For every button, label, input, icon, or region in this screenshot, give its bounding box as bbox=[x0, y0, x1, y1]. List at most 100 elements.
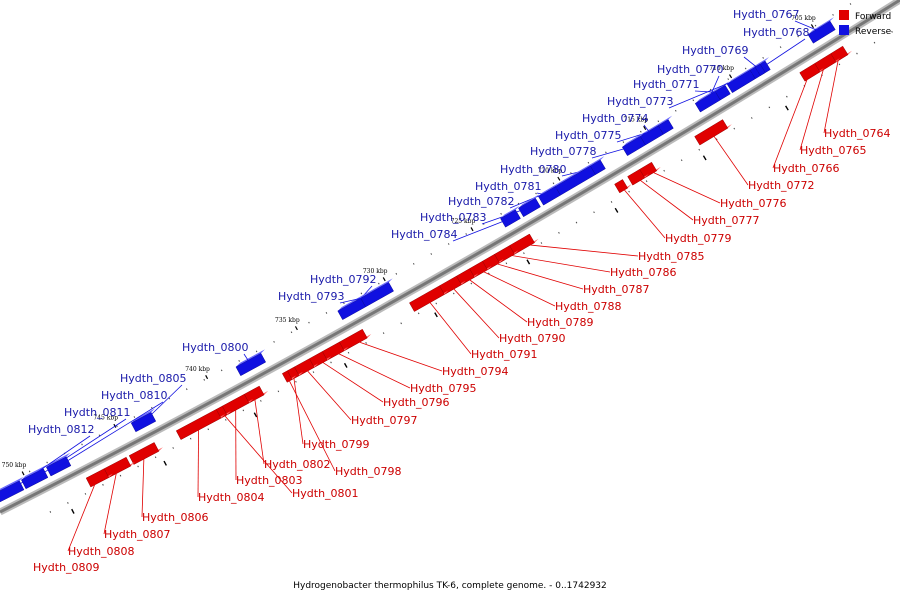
minor-tick bbox=[67, 502, 69, 504]
minor-tick bbox=[260, 399, 262, 402]
tick-mark bbox=[785, 105, 789, 111]
forward-gene-label[interactable]: Hydth_0779 bbox=[665, 232, 732, 245]
minor-tick bbox=[238, 360, 240, 362]
reverse-gene-label[interactable]: Hydth_0774 bbox=[582, 112, 649, 125]
label-leader bbox=[799, 62, 826, 151]
tick-mark bbox=[382, 277, 386, 282]
minor-tick bbox=[587, 161, 590, 164]
forward-gene-label[interactable]: Hydth_0766 bbox=[773, 162, 840, 175]
label-leader bbox=[794, 20, 822, 33]
reverse-gene-hydth_0784 bbox=[500, 209, 521, 228]
tick-label: 710 kbp bbox=[709, 65, 734, 72]
minor-tick bbox=[365, 342, 367, 344]
forward-gene-label[interactable]: Hydth_0790 bbox=[499, 332, 566, 345]
minor-tick bbox=[343, 302, 345, 305]
reverse-gene-label[interactable]: Hydth_0771 bbox=[633, 78, 700, 91]
reverse-gene-label[interactable]: Hydth_0773 bbox=[607, 95, 674, 108]
reverse-gene-label[interactable]: Hydth_0767 bbox=[733, 8, 800, 21]
label-leader bbox=[286, 376, 336, 472]
forward-gene-label[interactable]: Hydth_0795 bbox=[410, 382, 477, 395]
reverse-gene-label[interactable]: Hydth_0810 bbox=[101, 389, 168, 402]
forward-gene-label[interactable]: Hydth_0808 bbox=[68, 545, 135, 558]
forward-gene-label[interactable]: Hydth_0786 bbox=[610, 266, 677, 279]
minor-tick bbox=[610, 201, 613, 203]
minor-tick bbox=[430, 253, 433, 255]
label-leader bbox=[591, 145, 634, 159]
minor-tick bbox=[168, 397, 171, 400]
minor-tick bbox=[151, 406, 153, 409]
minor-tick bbox=[891, 30, 893, 33]
minor-tick bbox=[116, 425, 118, 428]
reverse-gene-hydth_0800-top bbox=[235, 349, 265, 367]
reverse-gene-label[interactable]: Hydth_0784 bbox=[391, 228, 458, 241]
reverse-gene-label[interactable]: Hydth_0812 bbox=[28, 423, 95, 436]
forward-gene-label[interactable]: Hydth_0787 bbox=[583, 283, 650, 296]
forward-gene-label[interactable]: Hydth_0788 bbox=[555, 300, 622, 313]
label-leader bbox=[318, 359, 384, 403]
label-leader bbox=[521, 243, 639, 257]
forward-gene-label[interactable]: Hydth_0772 bbox=[748, 179, 815, 192]
label-leader bbox=[707, 75, 720, 102]
forward-gene-label[interactable]: Hydth_0796 bbox=[383, 396, 450, 409]
forward-gene-label[interactable]: Hydth_0765 bbox=[800, 144, 867, 157]
minor-tick bbox=[290, 331, 293, 334]
minor-tick bbox=[277, 390, 280, 393]
reverse-gene-hydth_0805-top bbox=[131, 408, 156, 423]
reverse-gene-label[interactable]: Hydth_0775 bbox=[555, 129, 622, 142]
backbone-shadow bbox=[0, 0, 900, 516]
reverse-gene-label[interactable]: Hydth_0781 bbox=[475, 180, 542, 193]
forward-gene-label[interactable]: Hydth_0809 bbox=[33, 561, 100, 574]
tick-mark bbox=[614, 207, 619, 213]
reverse-gene-label[interactable]: Hydth_0782 bbox=[448, 195, 515, 208]
reverse-gene-label[interactable]: Hydth_0805 bbox=[120, 372, 187, 385]
tick-mark bbox=[557, 176, 561, 181]
minor-tick bbox=[523, 252, 525, 255]
forward-gene-label[interactable]: Hydth_0764 bbox=[824, 127, 891, 140]
reverse-gene-hydth_0781-top bbox=[538, 182, 560, 197]
forward-gene-label[interactable]: Hydth_0804 bbox=[198, 491, 265, 504]
reverse-gene-label[interactable]: Hydth_0811 bbox=[64, 406, 131, 419]
minor-tick bbox=[382, 332, 385, 335]
tick-mark bbox=[205, 375, 209, 380]
minor-tick bbox=[698, 148, 701, 151]
reverse-gene-label[interactable]: Hydth_0800 bbox=[182, 341, 249, 354]
forward-gene-label[interactable]: Hydth_0794 bbox=[442, 365, 509, 378]
minor-tick bbox=[540, 242, 543, 244]
forward-gene-label[interactable]: Hydth_0807 bbox=[104, 528, 171, 541]
forward-gene-label[interactable]: Hydth_0776 bbox=[720, 197, 787, 210]
reverse-gene-label[interactable]: Hydth_0780 bbox=[500, 163, 567, 176]
tick-label: 730 kbp bbox=[363, 268, 388, 275]
minor-tick bbox=[203, 378, 206, 381]
minor-tick bbox=[347, 351, 350, 354]
forward-gene-label[interactable]: Hydth_0789 bbox=[527, 316, 594, 329]
reverse-gene-label[interactable]: Hydth_0768 bbox=[743, 26, 810, 39]
forward-gene-label[interactable]: Hydth_0802 bbox=[264, 458, 331, 471]
minor-tick bbox=[750, 117, 753, 119]
reverse-gene-hydth_0811-top bbox=[21, 464, 48, 480]
reverse-gene-label[interactable]: Hydth_0778 bbox=[530, 145, 597, 158]
forward-gene-label[interactable]: Hydth_0798 bbox=[335, 465, 402, 478]
label-leader bbox=[647, 169, 721, 204]
forward-gene-label[interactable]: Hydth_0791 bbox=[471, 348, 538, 361]
forward-gene-label[interactable]: Hydth_0799 bbox=[303, 438, 370, 451]
reverse-gene-label[interactable]: Hydth_0793 bbox=[278, 290, 345, 303]
minor-tick bbox=[680, 159, 683, 162]
minor-tick bbox=[849, 3, 852, 5]
forward-gene-label[interactable]: Hydth_0797 bbox=[351, 414, 418, 427]
forward-gene-label[interactable]: Hydth_0806 bbox=[142, 511, 209, 524]
reverse-gene-label[interactable]: Hydth_0792 bbox=[310, 273, 377, 286]
tick-label: 720 kbp bbox=[538, 167, 563, 174]
label-leader bbox=[67, 477, 98, 552]
forward-gene-label[interactable]: Hydth_0803 bbox=[236, 474, 303, 487]
reverse-gene-label[interactable]: Hydth_0783 bbox=[420, 211, 487, 224]
reverse-gene-hydth_0780-top bbox=[590, 156, 605, 167]
forward-gene-label[interactable]: Hydth_0785 bbox=[638, 250, 705, 263]
reverse-gene-label[interactable]: Hydth_0770 bbox=[657, 63, 724, 76]
forward-gene-label[interactable]: Hydth_0777 bbox=[693, 214, 760, 227]
forward-gene-label[interactable]: Hydth_0801 bbox=[292, 487, 359, 500]
reverse-gene-hydth_0784-top bbox=[500, 205, 520, 219]
label-leader bbox=[452, 218, 511, 242]
tick-marks: 705 kbp 710 kbp 715 kbp 720 kbp 725 kbp 730 k… bbox=[2, 3, 893, 514]
reverse-gene-label[interactable]: Hydth_0769 bbox=[682, 44, 749, 57]
